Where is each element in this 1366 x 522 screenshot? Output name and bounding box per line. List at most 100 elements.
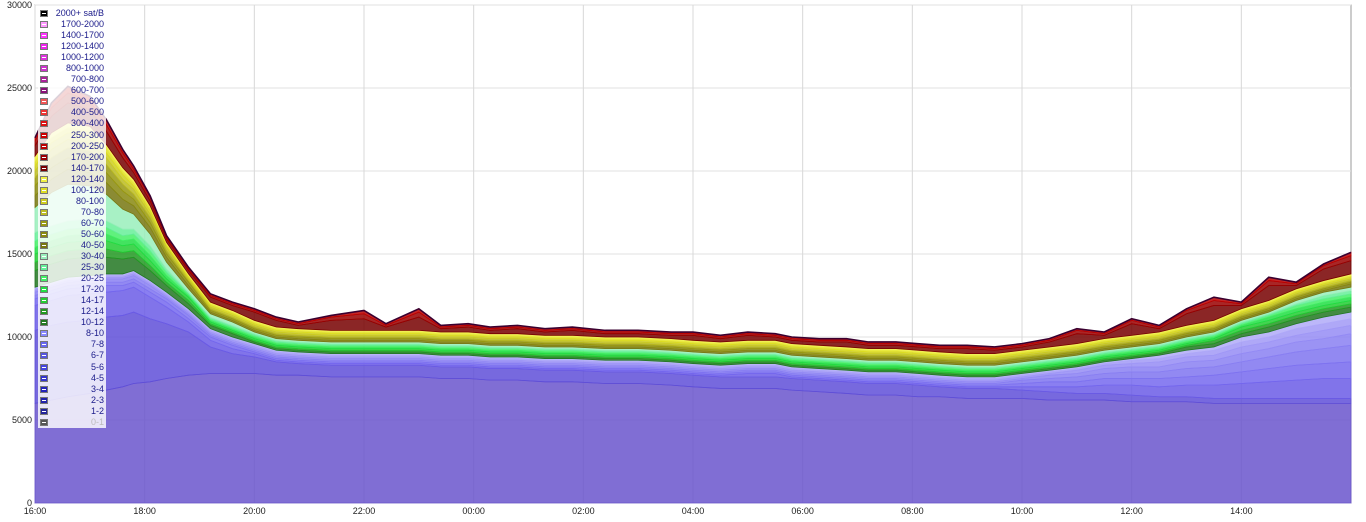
legend-item[interactable]: 100-120 xyxy=(38,185,106,196)
legend-swatch[interactable] xyxy=(40,396,48,404)
legend-item[interactable]: 5-6 xyxy=(38,362,106,373)
legend-item[interactable]: 8-10 xyxy=(38,328,106,339)
x-tick-label: 22:00 xyxy=(353,506,376,516)
legend-item[interactable]: 25-30 xyxy=(38,262,106,273)
legend-swatch[interactable] xyxy=(40,308,48,316)
y-tick-label: 0 xyxy=(27,498,32,508)
legend-swatch[interactable] xyxy=(40,418,48,426)
legend-label: 3-4 xyxy=(90,383,104,394)
legend-item[interactable]: 0-1 xyxy=(38,417,106,428)
legend-item[interactable]: 1200-1400 xyxy=(38,41,106,52)
legend-item[interactable]: 30-40 xyxy=(38,251,106,262)
legend-item[interactable]: 7-8 xyxy=(38,339,106,350)
legend-swatch[interactable] xyxy=(40,10,48,18)
y-tick-label: 15000 xyxy=(7,249,32,259)
legend-swatch[interactable] xyxy=(40,164,48,172)
legend-label: 100-120 xyxy=(70,184,104,195)
legend-item[interactable]: 2-3 xyxy=(38,395,106,406)
legend-swatch[interactable] xyxy=(40,65,48,73)
legend-swatch[interactable] xyxy=(40,142,48,150)
legend-swatch[interactable] xyxy=(40,43,48,51)
legend-swatch[interactable] xyxy=(40,87,48,95)
legend-label: 8-10 xyxy=(85,328,104,339)
legend-item[interactable]: 200-250 xyxy=(38,141,106,152)
legend-item[interactable]: 500-600 xyxy=(38,96,106,107)
legend-item[interactable]: 50-60 xyxy=(38,229,106,240)
legend-item[interactable]: 800-1000 xyxy=(38,63,106,74)
legend-item[interactable]: 1000-1200 xyxy=(38,52,106,63)
legend-item[interactable]: 12-14 xyxy=(38,306,106,317)
legend-item[interactable]: 40-50 xyxy=(38,240,106,251)
legend-item[interactable]: 400-500 xyxy=(38,107,106,118)
legend-item[interactable]: 20-25 xyxy=(38,273,106,284)
legend-item[interactable]: 80-100 xyxy=(38,196,106,207)
legend: 2000+ sat/B 1700-2000 1400-1700 1200-1400 10… xyxy=(38,8,106,428)
legend-item[interactable]: 1-2 xyxy=(38,406,106,417)
legend-item[interactable]: 140-170 xyxy=(38,163,106,174)
legend-swatch[interactable] xyxy=(40,219,48,227)
legend-swatch[interactable] xyxy=(40,98,48,106)
legend-label: 170-200 xyxy=(70,151,104,162)
legend-swatch[interactable] xyxy=(40,385,48,393)
legend-label: 70-80 xyxy=(80,206,104,217)
x-tick-label: 14:00 xyxy=(1230,506,1253,516)
legend-swatch[interactable] xyxy=(40,341,48,349)
legend-item[interactable]: 6-7 xyxy=(38,350,106,361)
legend-swatch[interactable] xyxy=(40,186,48,194)
legend-item[interactable]: 700-800 xyxy=(38,74,106,85)
legend-swatch[interactable] xyxy=(40,319,48,327)
legend-item[interactable]: 170-200 xyxy=(38,152,106,163)
legend-swatch[interactable] xyxy=(40,76,48,84)
legend-label: 4-5 xyxy=(90,372,104,383)
legend-swatch[interactable] xyxy=(40,253,48,261)
legend-label: 400-500 xyxy=(70,107,104,118)
legend-swatch[interactable] xyxy=(40,32,48,40)
legend-swatch[interactable] xyxy=(40,120,48,128)
legend-swatch[interactable] xyxy=(40,175,48,183)
legend-swatch[interactable] xyxy=(40,352,48,360)
legend-swatch[interactable] xyxy=(40,153,48,161)
legend-item[interactable]: 300-400 xyxy=(38,118,106,129)
legend-swatch[interactable] xyxy=(40,374,48,382)
legend-swatch[interactable] xyxy=(40,275,48,283)
legend-swatch[interactable] xyxy=(40,286,48,294)
legend-label: 300-400 xyxy=(70,118,104,129)
legend-swatch[interactable] xyxy=(40,54,48,62)
legend-swatch[interactable] xyxy=(40,242,48,249)
legend-item[interactable]: 1400-1700 xyxy=(38,30,106,41)
legend-item[interactable]: 4-5 xyxy=(38,373,106,384)
legend-item[interactable]: 14-17 xyxy=(38,295,106,306)
legend-swatch[interactable] xyxy=(40,208,48,216)
legend-swatch[interactable] xyxy=(40,109,48,117)
legend-label: 20-25 xyxy=(80,273,104,284)
legend-item[interactable]: 1700-2000 xyxy=(38,19,106,30)
legend-label: 140-170 xyxy=(70,162,104,173)
x-tick-label: 20:00 xyxy=(243,506,266,516)
legend-item[interactable]: 60-70 xyxy=(38,218,106,229)
legend-item[interactable]: 600-700 xyxy=(38,85,106,96)
legend-item[interactable]: 3-4 xyxy=(38,384,106,395)
legend-swatch[interactable] xyxy=(40,407,48,415)
legend-swatch[interactable] xyxy=(40,363,48,371)
legend-swatch[interactable] xyxy=(40,230,48,238)
legend-swatch[interactable] xyxy=(40,131,48,139)
legend-label: 500-600 xyxy=(70,96,104,107)
legend-item[interactable]: 10-12 xyxy=(38,317,106,328)
x-tick-label: 18:00 xyxy=(133,506,156,516)
y-tick-label: 30000 xyxy=(7,0,32,10)
legend-swatch[interactable] xyxy=(40,21,48,29)
legend-item[interactable]: 250-300 xyxy=(38,130,106,141)
legend-swatch[interactable] xyxy=(40,330,48,338)
legend-label: 1200-1400 xyxy=(60,41,104,52)
legend-swatch[interactable] xyxy=(40,197,48,205)
legend-item[interactable]: 2000+ sat/B xyxy=(38,8,106,19)
x-tick-label: 16:00 xyxy=(24,506,47,516)
legend-swatch[interactable] xyxy=(40,264,48,272)
legend-item[interactable]: 120-140 xyxy=(38,174,106,185)
legend-swatch[interactable] xyxy=(40,297,48,305)
legend-item[interactable]: 70-80 xyxy=(38,207,106,218)
legend-item[interactable]: 17-20 xyxy=(38,284,106,295)
legend-label: 2-3 xyxy=(90,394,104,405)
x-tick-label: 12:00 xyxy=(1120,506,1143,516)
